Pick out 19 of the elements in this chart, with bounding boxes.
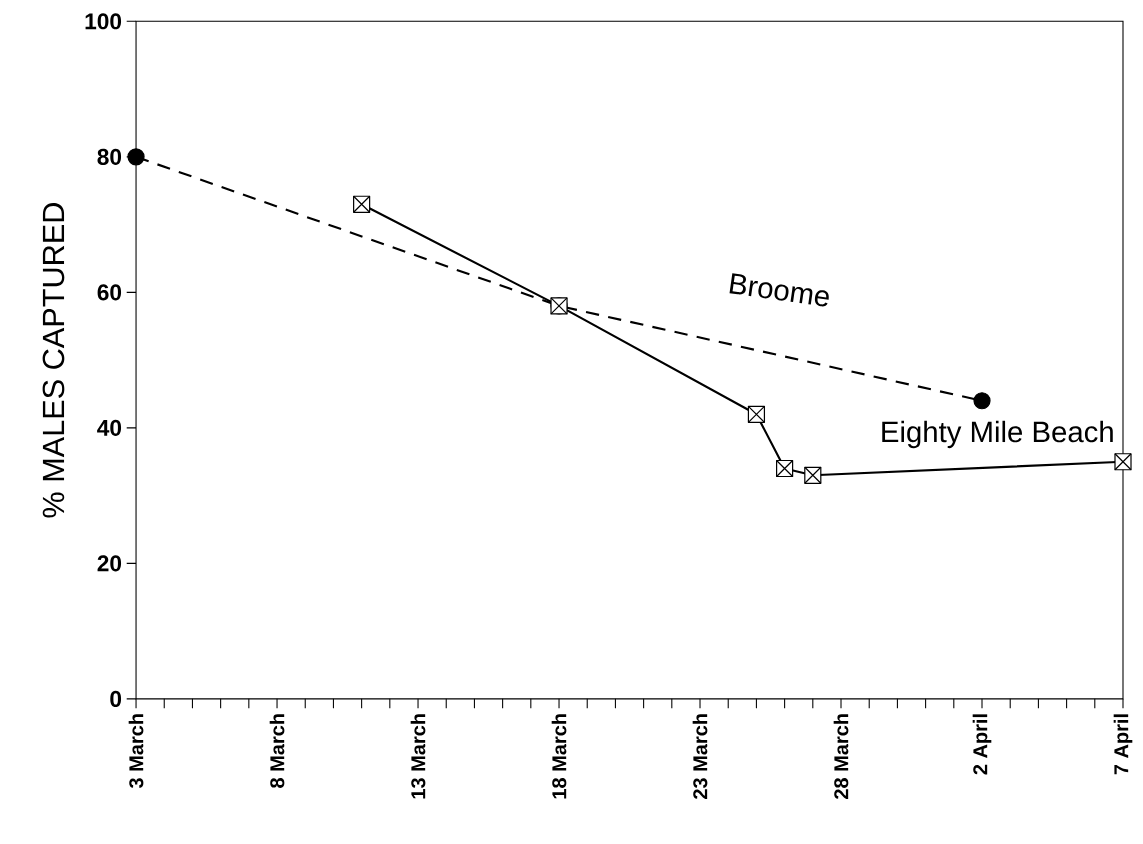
x-tick-label: 7 April <box>1113 714 1133 775</box>
y-axis-title: % MALES CAPTURED <box>42 202 65 518</box>
y-tick-label: 20 <box>97 555 122 572</box>
x-tick-label: 23 March <box>692 714 708 799</box>
y-tick-label: 100 <box>85 13 122 30</box>
x-tick-label: 28 March <box>833 714 849 799</box>
x-tick-label: 18 March <box>551 714 567 799</box>
point <box>127 148 145 166</box>
point <box>973 392 991 410</box>
x-tick-label: 13 March <box>410 714 426 799</box>
x-tick-label: 2 April <box>972 714 992 775</box>
y-tick-label: 0 <box>110 690 122 707</box>
x-tick-label: 8 March <box>269 714 285 788</box>
series-label: Eighty Mile Beach <box>882 420 1113 449</box>
y-tick-label: 60 <box>97 284 122 301</box>
y-tick-label: 80 <box>97 148 122 165</box>
y-tick-label: 40 <box>97 419 122 436</box>
x-tick-label: 3 March <box>128 714 144 788</box>
text: Broome <box>729 273 829 307</box>
